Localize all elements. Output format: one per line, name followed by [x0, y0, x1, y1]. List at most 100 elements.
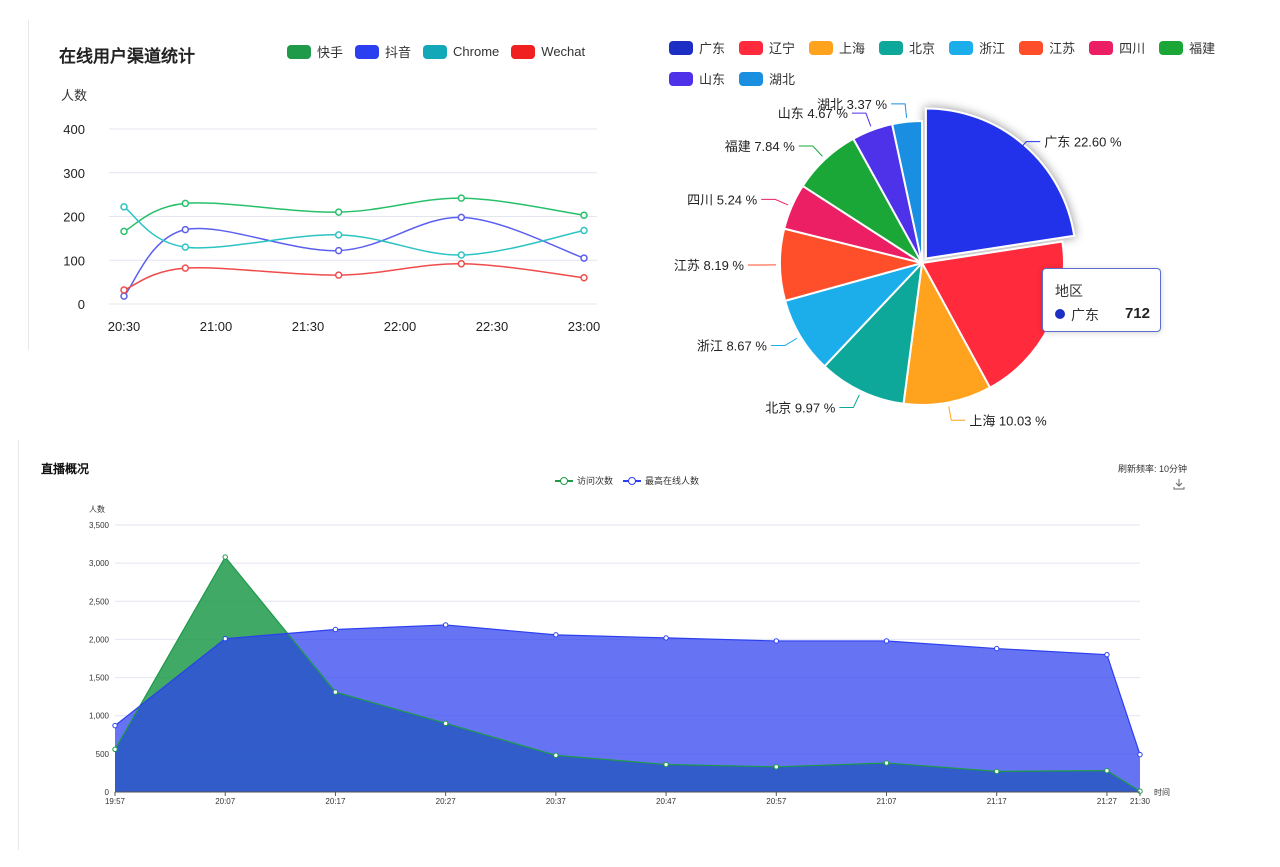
- area-point[interactable]: [883, 638, 890, 644]
- line-legend-label: Chrome: [453, 44, 500, 59]
- pie-legend-item[interactable]: 浙江: [949, 38, 1005, 57]
- line-legend-swatch: [355, 44, 380, 59]
- area-point[interactable]: [442, 720, 449, 727]
- area-point[interactable]: [442, 622, 449, 628]
- pie-legend-item[interactable]: 山东: [669, 69, 725, 88]
- area-legend-item[interactable]: 最高在线人数: [623, 474, 699, 487]
- line-point[interactable]: [457, 251, 466, 259]
- area-legend-swatch: [555, 476, 573, 485]
- line-chart-legend: 快手 抖音 Chrome Wechat: [287, 42, 597, 61]
- area-point[interactable]: [663, 761, 669, 768]
- line-point[interactable]: [457, 194, 466, 202]
- area-point[interactable]: [1104, 651, 1110, 658]
- pie-slice-广东[interactable]: [924, 107, 1076, 260]
- area-legend-item[interactable]: 访问次数: [555, 474, 613, 487]
- area-point[interactable]: [332, 689, 339, 695]
- line-point[interactable]: [334, 271, 343, 279]
- line-point[interactable]: [334, 231, 343, 239]
- area-point[interactable]: [663, 635, 669, 641]
- area-point[interactable]: [553, 632, 559, 638]
- line-legend-item[interactable]: Chrome: [423, 44, 499, 59]
- area-point[interactable]: [994, 768, 1000, 775]
- pie-legend-item[interactable]: 四川: [1089, 38, 1145, 57]
- line-legend-item[interactable]: 抖音: [355, 42, 411, 61]
- line-point[interactable]: [120, 227, 128, 236]
- line-point[interactable]: [334, 246, 343, 255]
- download-icon[interactable]: [1173, 478, 1185, 493]
- area-xtick: 21:30: [1130, 797, 1151, 806]
- line-xtick: 23:00: [568, 319, 601, 334]
- pie-label: 广东 22.60 %: [1044, 135, 1122, 150]
- line-point[interactable]: [120, 286, 128, 294]
- line-series-Wechat: [123, 262, 585, 291]
- line-xtick: 22:30: [476, 319, 509, 334]
- area-point[interactable]: [222, 554, 228, 560]
- area-point[interactable]: [112, 722, 118, 729]
- pie-legend-item[interactable]: 福建: [1159, 38, 1215, 57]
- pie-legend-item[interactable]: 辽宁: [739, 38, 795, 57]
- pie-label-line: [761, 198, 789, 206]
- line-ytick: 200: [63, 210, 85, 225]
- line-point[interactable]: [580, 211, 588, 219]
- area-point[interactable]: [1104, 767, 1110, 774]
- area-point[interactable]: [1137, 751, 1143, 758]
- area-chart: 人数 0 500 1,000 1,500 2,000 2,500 3,000 3,500 19:5…: [89, 504, 1170, 806]
- pie-legend-label: 江苏: [1049, 41, 1076, 56]
- pie-legend-label: 浙江: [979, 41, 1006, 56]
- pie-legend-label: 北京: [909, 41, 936, 56]
- pie-legend-swatch: [1159, 40, 1184, 55]
- area-point[interactable]: [222, 635, 228, 642]
- pie-legend-swatch: [669, 71, 693, 86]
- line-point[interactable]: [580, 226, 588, 235]
- line-chart-title: 在线用户渠道统计: [59, 47, 195, 66]
- pie-label: 上海 10.03 %: [969, 413, 1047, 428]
- area-point[interactable]: [883, 760, 890, 766]
- area-point[interactable]: [773, 638, 779, 644]
- line-ylabel: 人数: [61, 88, 87, 103]
- line-xtick: 20:30: [108, 319, 141, 334]
- line-point[interactable]: [334, 208, 343, 216]
- area-point[interactable]: [332, 626, 339, 633]
- line-legend-item[interactable]: 快手: [287, 42, 343, 61]
- area-point[interactable]: [994, 645, 1000, 652]
- area-ytick: 3,000: [89, 559, 110, 568]
- line-point[interactable]: [181, 264, 190, 272]
- line-point[interactable]: [181, 199, 190, 208]
- area-xtick: 20:07: [215, 797, 236, 806]
- area-xtick: 21:27: [1097, 797, 1118, 806]
- line-legend-item[interactable]: Wechat: [511, 44, 585, 59]
- line-point[interactable]: [580, 254, 588, 262]
- line-point[interactable]: [120, 292, 128, 300]
- pie-legend-item[interactable]: 上海: [809, 38, 865, 57]
- line-point[interactable]: [120, 203, 128, 211]
- pie-chart-legend: 广东 辽宁 上海 北京 浙江 江苏 四川 福建山东 湖北: [669, 38, 1269, 88]
- pie-legend-label: 辽宁: [769, 41, 796, 56]
- area-fill-最高在线人数: [115, 624, 1140, 792]
- line-point[interactable]: [457, 213, 466, 222]
- line-legend-label: 快手: [317, 45, 344, 60]
- line-point[interactable]: [181, 225, 190, 234]
- area-point[interactable]: [553, 752, 559, 759]
- pie-legend-swatch: [1089, 40, 1114, 55]
- line-point[interactable]: [580, 274, 588, 282]
- line-point[interactable]: [457, 260, 466, 268]
- line-series-抖音: [123, 216, 585, 297]
- area-point[interactable]: [112, 746, 118, 752]
- pie-legend-item[interactable]: 湖北: [739, 69, 795, 88]
- area-point[interactable]: [773, 764, 779, 770]
- line-point[interactable]: [181, 243, 190, 251]
- pie-label-line: [891, 103, 908, 118]
- pie-legend-item[interactable]: 北京: [879, 38, 935, 57]
- area-xtick: 19:57: [105, 797, 126, 806]
- area-xlabel: 时间: [1154, 787, 1170, 797]
- pie-label: 江苏 8.19 %: [674, 258, 745, 273]
- area-point[interactable]: [1137, 788, 1143, 794]
- area-legend-label: 最高在线人数: [645, 476, 700, 486]
- pie-slice-湖北[interactable]: [890, 119, 923, 264]
- pie-slice-北京[interactable]: [823, 260, 924, 405]
- pie-legend-item[interactable]: 江苏: [1019, 38, 1075, 57]
- pie-legend-item[interactable]: 广东: [669, 38, 725, 57]
- pie-label-line: [839, 394, 860, 409]
- pie-legend-swatch: [809, 40, 834, 55]
- pie-slice-上海[interactable]: [902, 259, 992, 406]
